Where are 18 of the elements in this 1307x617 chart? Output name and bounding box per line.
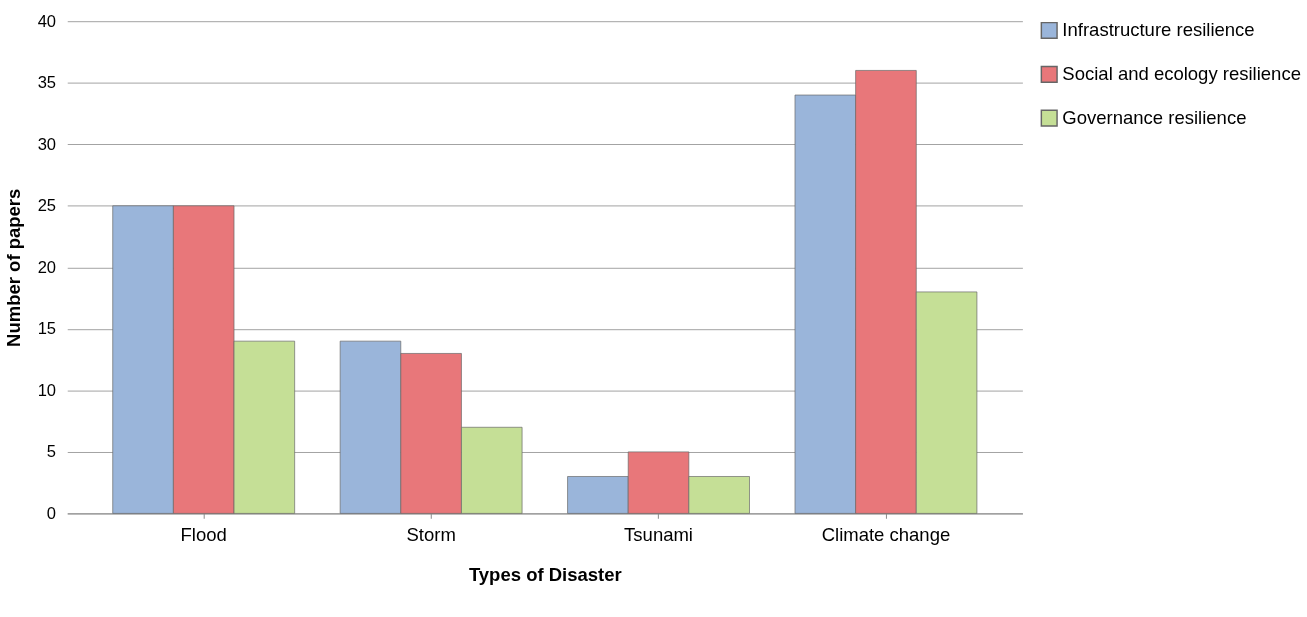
legend-label: Social and ecology resilience [1062, 63, 1301, 85]
y-axis-title: Number of papers [3, 188, 25, 347]
y-tick-label: 35 [37, 73, 57, 93]
y-tick-label: 15 [37, 319, 57, 339]
y-tick-label: 0 [46, 503, 57, 523]
x-tick-label: Storm [406, 524, 456, 546]
x-tick-label: Tsunami [624, 524, 693, 546]
x-axis-title: Types of Disaster [468, 564, 622, 586]
legend-label: Infrastructure resilience [1062, 19, 1255, 41]
x-tick-label: Flood [180, 524, 227, 546]
y-tick-label: 20 [37, 257, 57, 277]
y-tick-label: 40 [37, 11, 57, 31]
y-tick-label: 5 [46, 442, 57, 462]
legend-label: Governance resilience [1062, 107, 1247, 129]
y-tick-label: 10 [37, 380, 57, 400]
x-tick-label: Climate change [821, 524, 951, 546]
y-tick-label: 30 [37, 134, 57, 154]
y-tick-label: 25 [37, 196, 57, 216]
